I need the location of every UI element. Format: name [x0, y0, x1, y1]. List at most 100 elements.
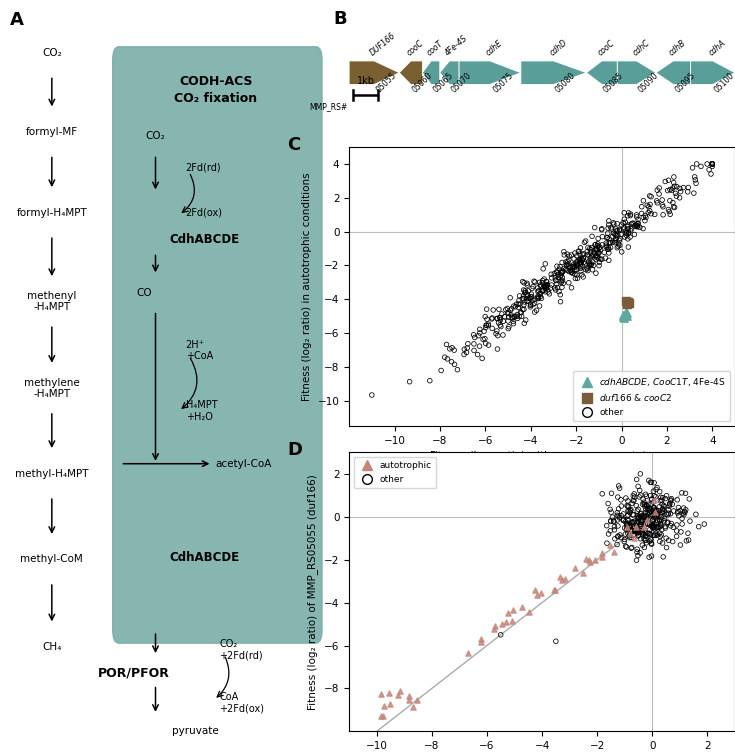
Text: 05095: 05095: [673, 71, 697, 94]
Point: [375, 688, 387, 700]
Point: [637, 514, 649, 526]
Point: [376, 710, 387, 722]
Point: [635, 516, 647, 528]
Point: [662, 509, 674, 521]
Point: [632, 527, 644, 539]
Point: [637, 211, 649, 223]
Point: [525, 301, 537, 313]
Point: [662, 185, 673, 197]
Point: [501, 607, 513, 619]
Point: [633, 527, 645, 539]
Point: [649, 529, 661, 541]
Point: [495, 320, 507, 333]
Point: [612, 530, 624, 542]
Point: [680, 487, 692, 499]
Point: [619, 533, 631, 545]
Point: [589, 238, 601, 250]
Point: [671, 530, 683, 542]
Point: [638, 511, 650, 523]
Point: [640, 510, 652, 522]
Point: [624, 507, 636, 519]
Point: [474, 323, 486, 336]
Point: [494, 312, 506, 324]
Point: [628, 521, 640, 533]
Point: [468, 338, 480, 350]
Point: [555, 269, 567, 281]
Point: [603, 237, 615, 249]
Point: [473, 340, 485, 352]
Point: [661, 541, 673, 553]
Point: [651, 508, 663, 520]
Point: [621, 500, 633, 512]
Point: [662, 517, 673, 529]
Point: [667, 182, 679, 194]
Point: [605, 515, 617, 527]
Point: [628, 532, 640, 544]
Point: [503, 320, 514, 333]
Legend: $cdhABCDE$, $CooC1T$, 4Fe-4S, $duf166$ & $cooC2$, other: $cdhABCDE$, $CooC1T$, 4Fe-4S, $duf166$ &…: [573, 372, 731, 421]
Point: [478, 325, 490, 337]
Point: [560, 256, 572, 268]
Point: [540, 281, 552, 293]
Point: [631, 543, 643, 555]
Point: [686, 162, 698, 174]
Point: [532, 291, 544, 303]
Point: [621, 520, 633, 532]
Point: [507, 315, 519, 327]
Point: [594, 241, 606, 253]
Point: [538, 280, 550, 292]
Point: [595, 253, 606, 265]
Point: [584, 257, 595, 269]
Point: [474, 327, 486, 339]
Point: [551, 266, 563, 278]
Point: [636, 514, 648, 526]
Point: [667, 535, 678, 547]
Point: [601, 231, 613, 244]
Point: [539, 279, 551, 291]
Point: [612, 510, 624, 522]
Point: [581, 246, 593, 258]
Point: [550, 635, 562, 647]
Point: [529, 293, 541, 305]
Point: [615, 500, 627, 512]
Point: [520, 289, 532, 301]
Point: [589, 554, 601, 566]
Point: [445, 356, 457, 368]
Point: [479, 311, 491, 323]
Point: [644, 524, 656, 536]
Text: cdhA: cdhA: [707, 38, 728, 58]
Point: [392, 689, 404, 701]
Point: [656, 506, 668, 518]
Point: [662, 507, 674, 520]
Point: [706, 158, 718, 170]
Point: [602, 244, 614, 256]
Point: [674, 192, 686, 204]
Point: [575, 261, 587, 273]
Point: [618, 222, 630, 234]
Point: [626, 525, 638, 537]
Point: [667, 498, 678, 510]
Point: [451, 363, 463, 375]
Point: [645, 505, 656, 517]
Point: [631, 500, 642, 512]
Point: [634, 547, 646, 559]
Text: C: C: [287, 136, 301, 154]
Point: [628, 516, 640, 529]
Point: [448, 358, 460, 370]
Point: [636, 525, 648, 537]
Point: [592, 247, 603, 259]
Point: [540, 280, 552, 292]
Point: [563, 253, 575, 265]
Point: [605, 515, 617, 527]
Point: [571, 250, 583, 262]
Point: [643, 502, 655, 514]
Point: [664, 206, 675, 218]
Point: [678, 509, 689, 521]
Point: [648, 485, 659, 497]
Point: [649, 505, 661, 517]
Point: [659, 176, 671, 188]
Point: [643, 551, 655, 563]
Point: [558, 262, 570, 274]
Point: [632, 530, 644, 542]
Point: [583, 256, 595, 268]
